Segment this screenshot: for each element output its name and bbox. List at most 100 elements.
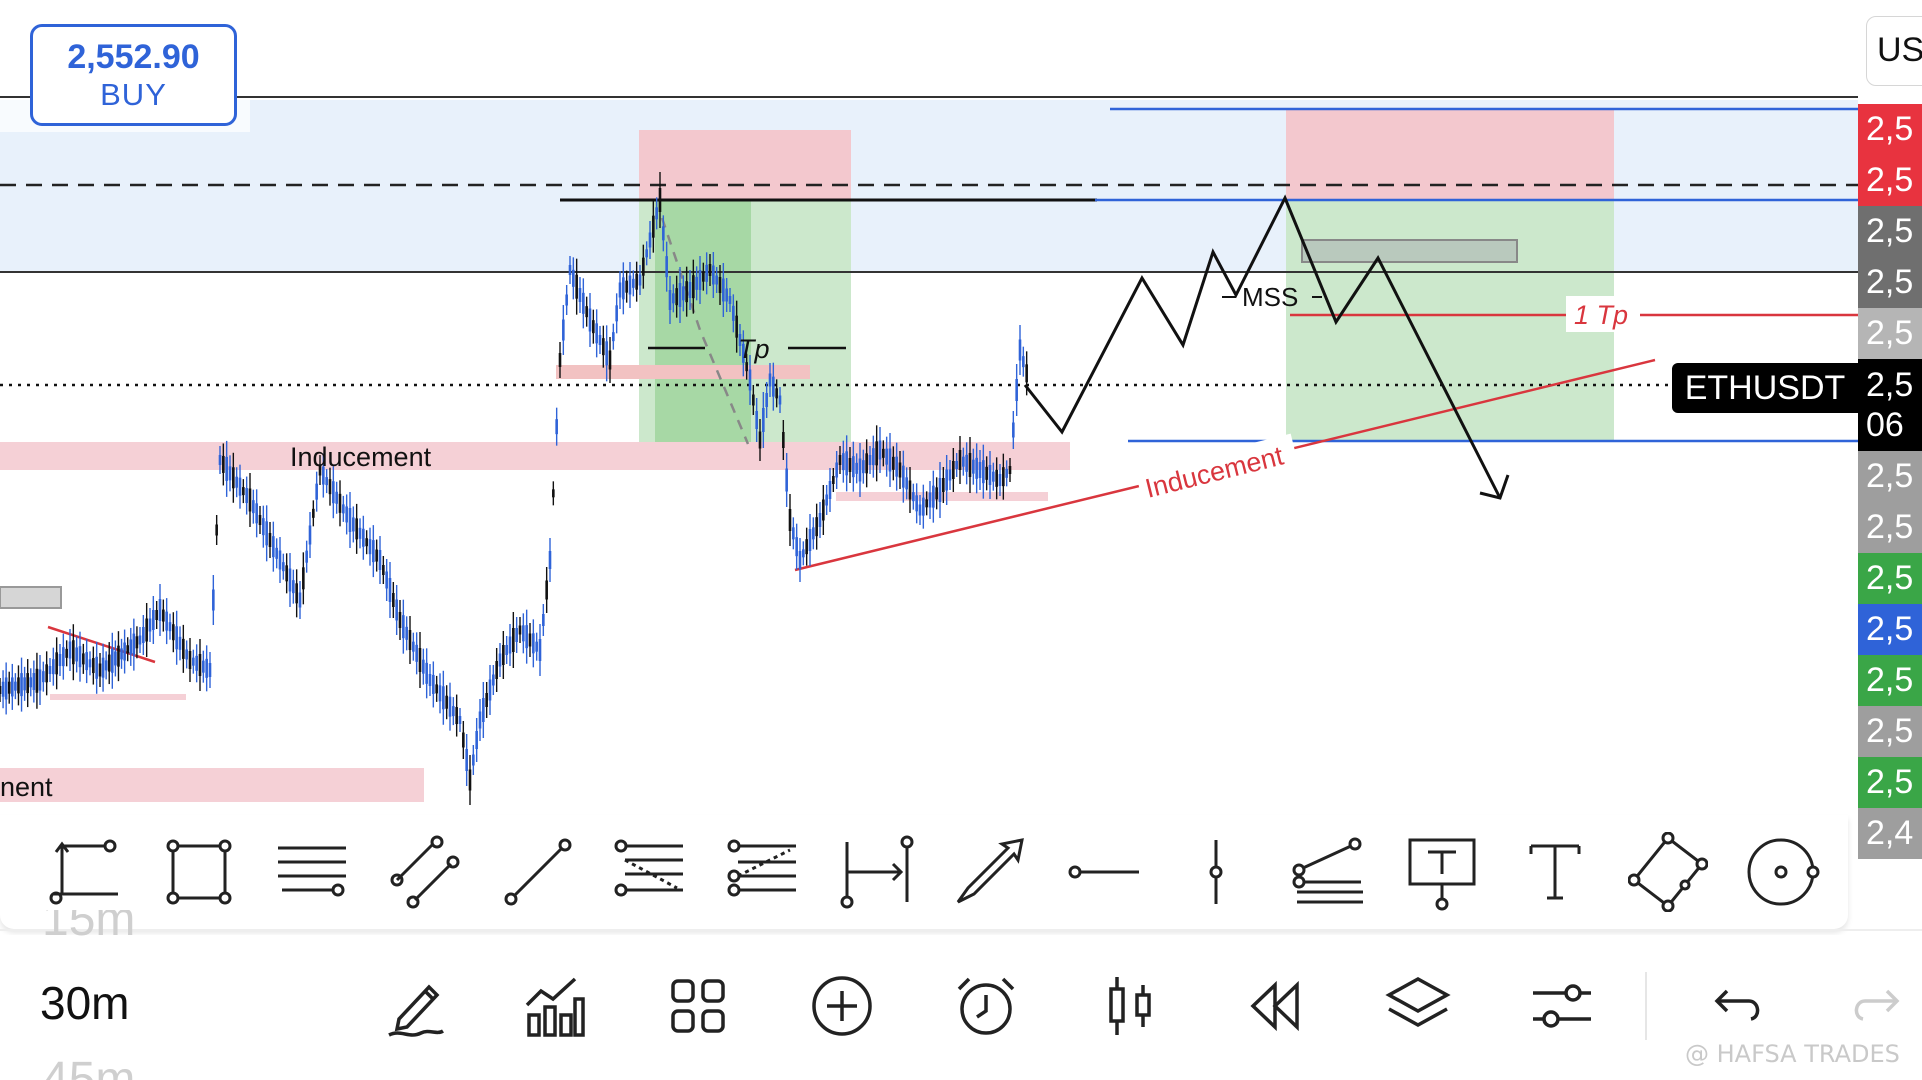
- candle-body: [772, 376, 775, 397]
- fib-channel-tool-icon[interactable]: [1283, 824, 1375, 920]
- candle-body: [78, 646, 82, 668]
- text-tool-icon[interactable]: [1509, 824, 1601, 920]
- buy-order-button[interactable]: 2,552.90 BUY: [30, 24, 237, 126]
- candle-body: [908, 480, 912, 500]
- price-axis[interactable]: 2,5 2,5 2,5 2,5 2,5 2,5 06 2,5 2,5 2,5 2,5 2,5 2,5 2,…: [1858, 104, 1922, 859]
- candle-body: [195, 655, 198, 671]
- fib-retracement-tool-icon[interactable]: [605, 824, 697, 920]
- candle-body: [965, 454, 968, 472]
- layers-icon[interactable]: [1380, 968, 1456, 1044]
- candle-body: [42, 671, 45, 683]
- candle-body: [575, 274, 578, 299]
- horizontal-lines-tool-icon[interactable]: [266, 824, 358, 920]
- candle-body: [712, 265, 715, 285]
- candle-body: [588, 308, 592, 332]
- projection-arrowhead: [1479, 474, 1510, 500]
- candle-body: [678, 283, 682, 307]
- small-pink-zone-1: [556, 365, 810, 379]
- candle-body: [32, 673, 36, 691]
- candle-body: [972, 459, 975, 474]
- candle-body: [29, 677, 33, 688]
- redo-icon[interactable]: [1842, 968, 1918, 1044]
- candle-body: [568, 265, 572, 275]
- replay-icon[interactable]: [1236, 968, 1312, 1044]
- timeframe-current[interactable]: 30m: [40, 977, 130, 1029]
- candle-body: [378, 550, 382, 570]
- candle-body: [615, 305, 618, 322]
- candle-body: [175, 626, 178, 650]
- candle-body: [178, 636, 182, 650]
- candle-body: [518, 625, 522, 635]
- trend-angle-tool-icon[interactable]: [40, 824, 132, 920]
- candle-body: [942, 478, 945, 492]
- timeframe-previous[interactable]: 15m: [42, 910, 136, 946]
- vertical-line-tool-icon[interactable]: [1170, 824, 1262, 920]
- candle-body: [888, 448, 892, 472]
- rectangle-tool-icon[interactable]: [153, 824, 245, 920]
- layout-grid-icon[interactable]: [660, 968, 736, 1044]
- date-range-tool-icon[interactable]: [831, 824, 923, 920]
- candle-body: [955, 461, 958, 469]
- candle-body: [732, 305, 735, 321]
- candlestick-series: [0, 172, 1028, 805]
- candle-body: [562, 319, 565, 341]
- price-axis-label: 2,5: [1858, 706, 1922, 757]
- candle-body: [635, 273, 638, 290]
- candle-body: [268, 533, 272, 547]
- candle-body: [388, 578, 392, 602]
- candle-body: [145, 618, 148, 642]
- candle-body: [768, 373, 772, 387]
- callout-text-tool-icon[interactable]: [1396, 824, 1488, 920]
- candle-body: [172, 624, 175, 641]
- parallel-channel-tool-icon[interactable]: [379, 824, 471, 920]
- candle-body: [948, 469, 952, 481]
- candle-body: [708, 264, 712, 276]
- price-chart[interactable]: Inducement nent Tp MSS 1 Tp Inducement: [0, 0, 1858, 845]
- candle-body: [875, 441, 878, 466]
- candle-body: [778, 395, 782, 405]
- candle-body: [428, 674, 432, 686]
- candle-body: [748, 369, 752, 391]
- timeframe-next[interactable]: 45m: [42, 1053, 136, 1080]
- candle-body: [728, 296, 732, 304]
- candle-body: [107, 654, 111, 672]
- candle-body: [375, 549, 378, 562]
- candle-body: [275, 547, 278, 559]
- settings-sliders-icon[interactable]: [1524, 968, 1600, 1044]
- circle-tool-icon[interactable]: [1735, 824, 1827, 920]
- indicators-icon[interactable]: [516, 968, 592, 1044]
- rotated-rectangle-tool-icon[interactable]: [1622, 824, 1714, 920]
- horizontal-ray-tool-icon[interactable]: [1057, 824, 1149, 920]
- candle-body: [129, 639, 133, 655]
- candle-body: [298, 592, 302, 608]
- candle-body: [995, 469, 998, 487]
- fib-extension-tool-icon[interactable]: [718, 824, 810, 920]
- alarm-clock-icon[interactable]: [948, 968, 1024, 1044]
- candle-body: [592, 320, 595, 334]
- candle-body: [318, 464, 322, 476]
- candle-body: [852, 456, 855, 478]
- candle-body: [895, 456, 898, 477]
- undo-icon[interactable]: [1696, 968, 1772, 1044]
- candle-body: [55, 652, 58, 675]
- candle-body: [912, 492, 915, 502]
- candle-body: [117, 645, 120, 667]
- candles-icon[interactable]: [1092, 968, 1168, 1044]
- candle-body: [725, 288, 728, 302]
- candle-body: [598, 335, 602, 345]
- draw-pen-icon[interactable]: [378, 968, 454, 1044]
- arrow-tool-icon[interactable]: [944, 824, 1036, 920]
- candle-body: [682, 286, 685, 301]
- candle-body: [65, 648, 68, 658]
- candle-body: [282, 562, 285, 572]
- candle-body: [425, 662, 428, 684]
- candle-body: [398, 612, 402, 628]
- candle-body: [478, 711, 482, 729]
- trend-line-tool-icon[interactable]: [492, 824, 584, 920]
- candle-body: [512, 628, 515, 652]
- candle-body: [572, 269, 575, 287]
- candle-body: [358, 527, 362, 539]
- add-circle-icon[interactable]: [804, 968, 880, 1044]
- candle-body: [718, 277, 722, 293]
- currency-selector[interactable]: US: [1866, 16, 1922, 86]
